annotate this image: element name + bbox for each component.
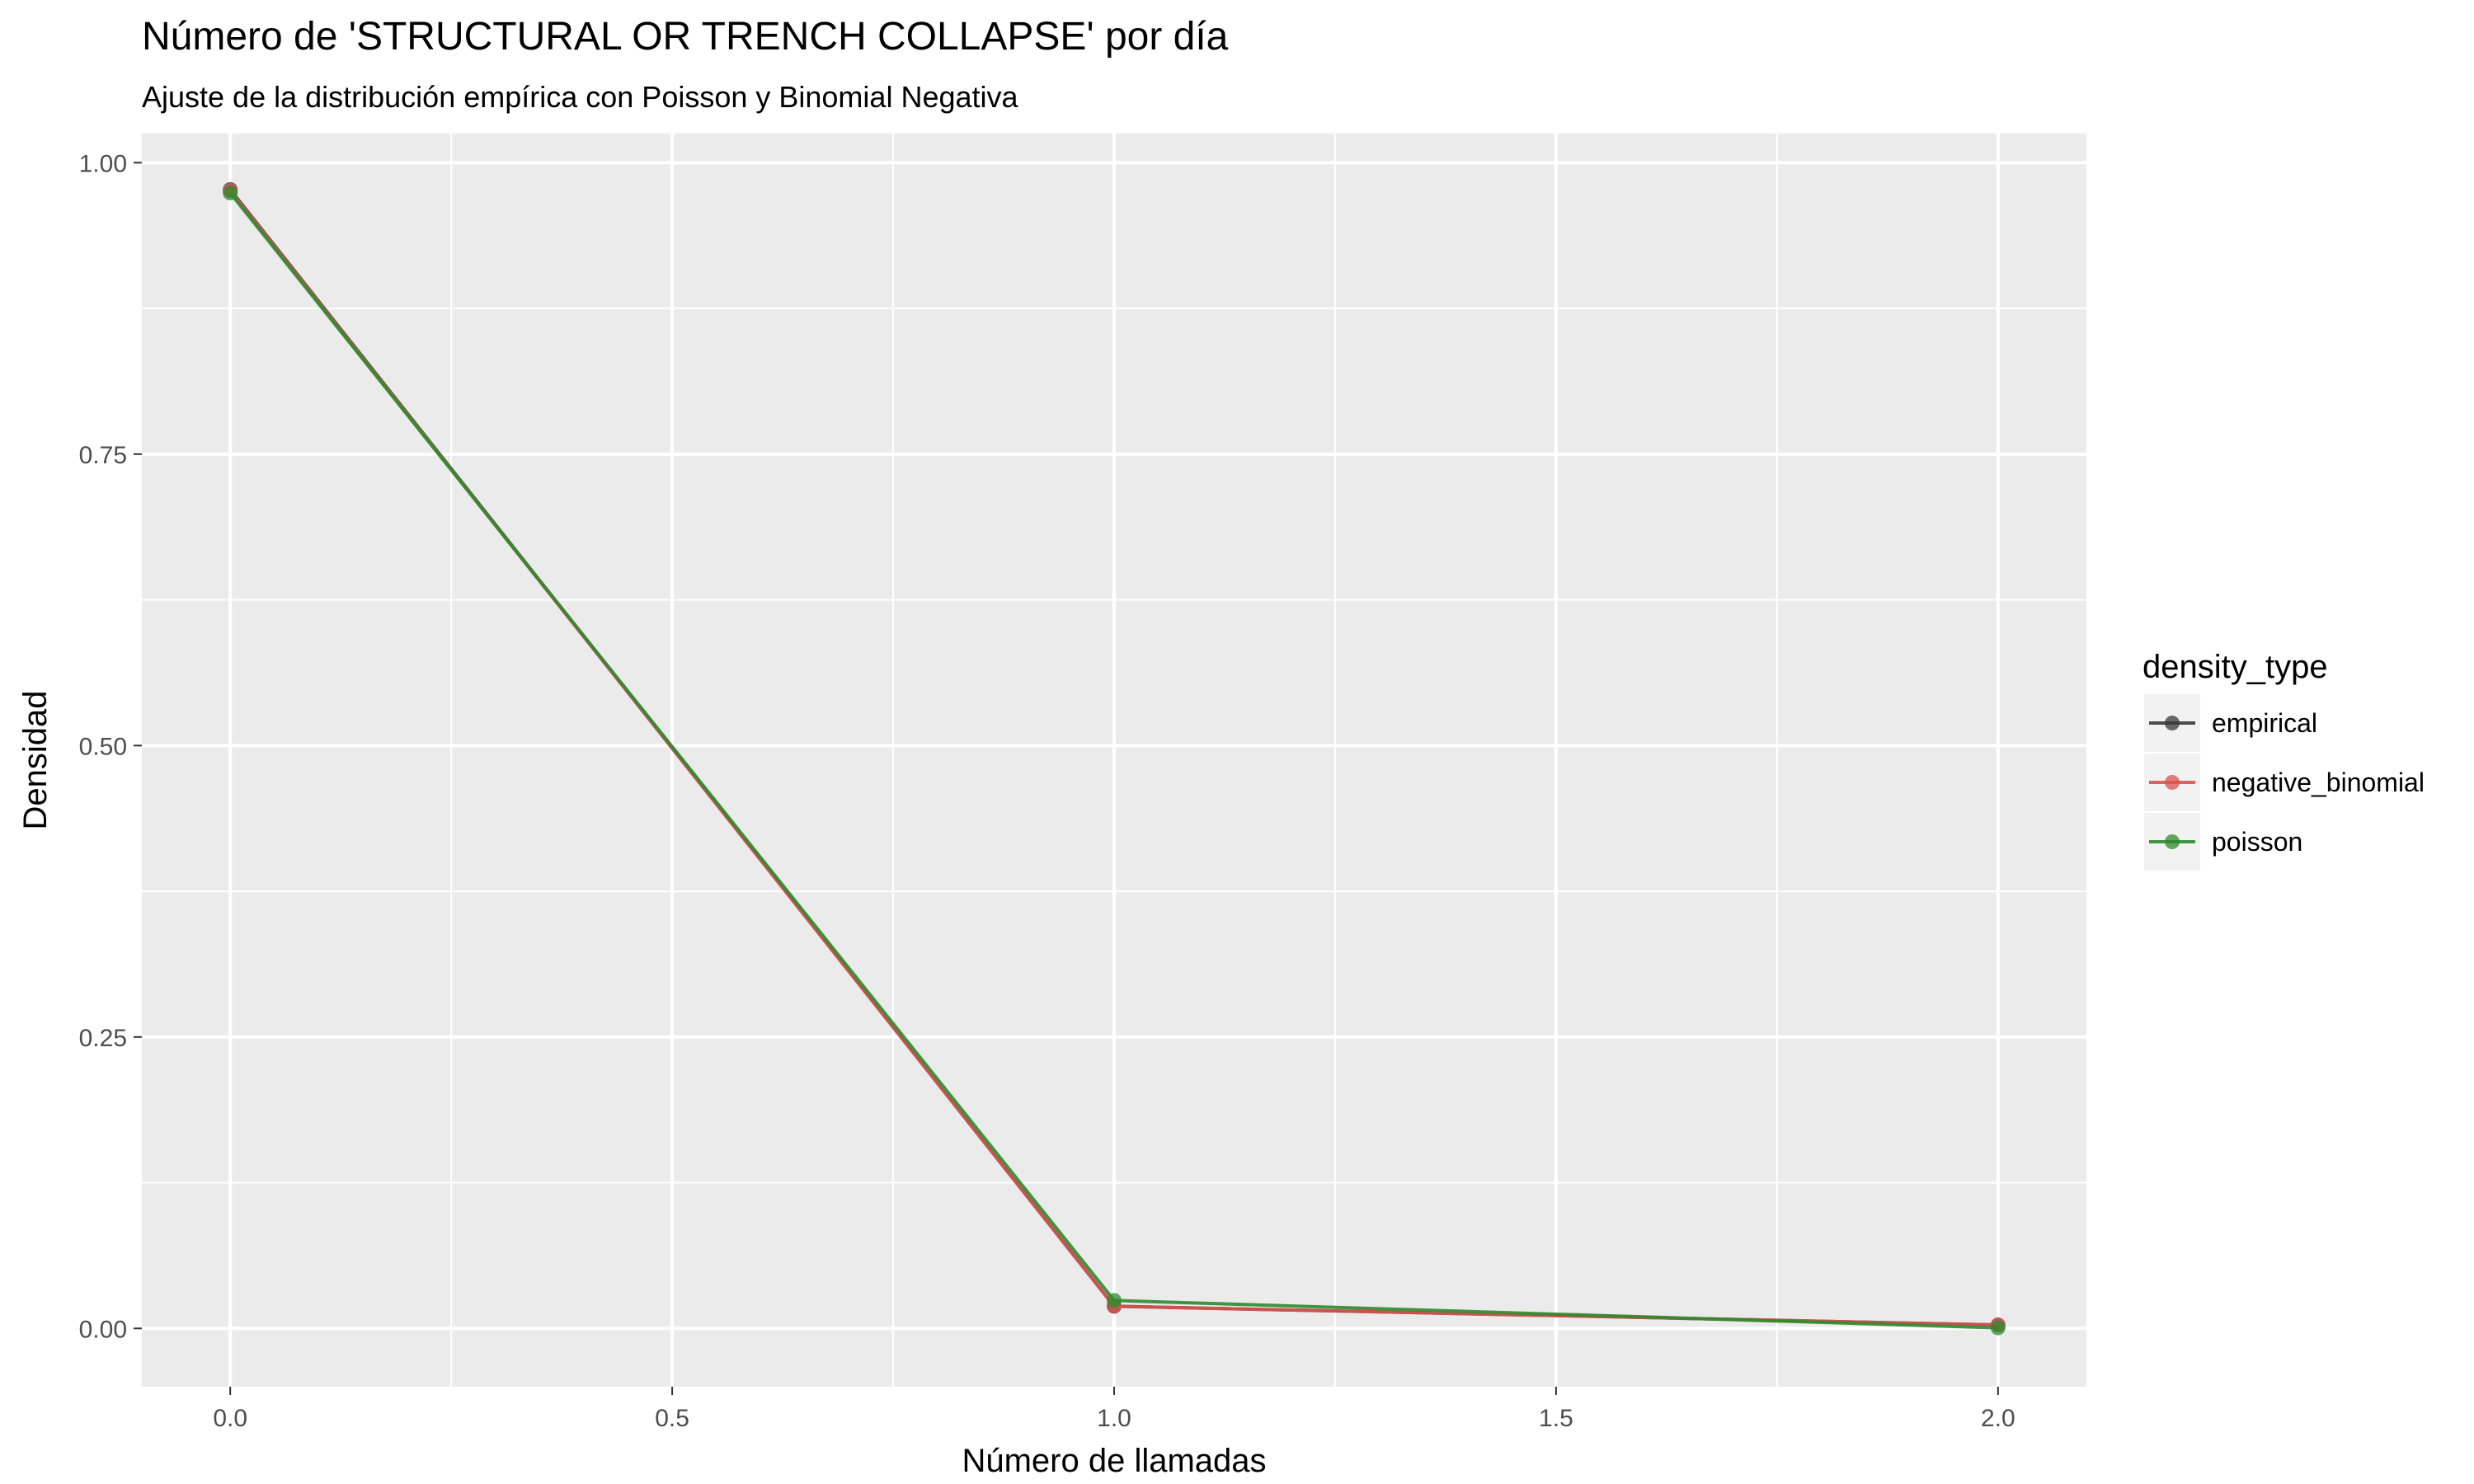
- series-layer: [223, 181, 2006, 1336]
- series-point-poisson: [223, 186, 238, 201]
- x-axis: 0.0 0.5 1.0 1.5 2.0: [213, 1387, 2015, 1432]
- legend-label-poisson: poisson: [2212, 827, 2302, 857]
- chart-subtitle: Ajuste de la distribución empírica con P…: [142, 80, 1019, 114]
- x-tick-label: 0.5: [655, 1405, 689, 1432]
- legend-title: density_type: [2142, 649, 2328, 685]
- legend: density_type empirical negative_binomialp…: [2142, 649, 2425, 871]
- grid-major: [142, 134, 2086, 1387]
- y-tick-label: 1.00: [79, 150, 127, 177]
- x-tick-label: 1.0: [1097, 1405, 1131, 1432]
- legend-point-empirical: [2165, 716, 2180, 730]
- x-tick-label: 1.5: [1539, 1405, 1573, 1432]
- y-tick-label: 0.75: [79, 442, 127, 469]
- y-tick-label: 0.25: [79, 1025, 127, 1052]
- x-tick-label: 0.0: [213, 1405, 247, 1432]
- y-axis: 0.00 0.25 0.50 0.75 1.00: [79, 150, 142, 1343]
- legend-label-negative_binomial: negative_binomial: [2212, 768, 2425, 797]
- legend-point-negative_binomial: [2165, 775, 2180, 790]
- series-point-poisson: [1107, 1293, 1122, 1308]
- y-tick-label: 0.50: [79, 733, 127, 760]
- y-axis-title: Densidad: [17, 690, 54, 829]
- legend-label-empirical: empirical: [2212, 708, 2317, 738]
- y-tick-label: 0.00: [79, 1316, 127, 1343]
- series-point-poisson: [1990, 1320, 2006, 1336]
- chart-title: Número de 'STRUCTURAL OR TRENCH COLLAPSE…: [142, 15, 1229, 59]
- x-tick-label: 2.0: [1981, 1405, 2015, 1432]
- x-axis-title: Número de llamadas: [962, 1443, 1266, 1479]
- legend-point-poisson: [2165, 834, 2180, 849]
